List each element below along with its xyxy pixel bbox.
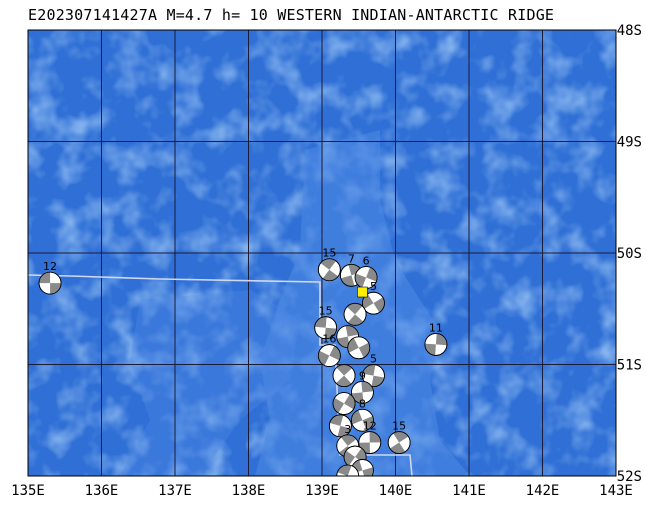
focal-mechanism-beachball[interactable]	[314, 316, 338, 340]
focal-mechanism-beachball[interactable]	[317, 258, 341, 282]
focal-mechanism-beachball[interactable]	[358, 431, 382, 454]
focal-mechanism-beachball[interactable]	[317, 344, 341, 367]
event-depth-label: 6	[363, 255, 370, 268]
event-depth-label: 15	[319, 305, 333, 318]
latitude-label: 49S	[617, 135, 642, 151]
map-frame	[27, 29, 617, 477]
focal-mechanism-beachball[interactable]	[328, 414, 352, 438]
longitude-label: 142E	[526, 483, 560, 499]
event-depth-label: 12	[363, 420, 377, 433]
main-event-marker[interactable]	[357, 286, 368, 298]
event-depth-label: 7	[348, 252, 355, 265]
focal-mechanism-beachball[interactable]	[332, 364, 356, 388]
event-depth-label: 16	[322, 333, 336, 346]
event-depth-label: 15	[322, 247, 336, 260]
longitude-labels: 135E 136E 137E 138E 139E 140E 141E 142E 143E	[11, 483, 633, 499]
focal-mechanism-beachball[interactable]	[38, 271, 62, 295]
event-depth-label: 8	[359, 397, 366, 410]
event-depth-label: 9	[359, 369, 366, 382]
focal-mechanism-beachball[interactable]	[351, 408, 374, 432]
focal-mechanism-beachball[interactable]	[387, 431, 411, 454]
latitude-label: 48S	[617, 23, 642, 39]
focal-mechanism-beachball[interactable]	[336, 464, 360, 487]
longitude-label: 143E	[599, 483, 633, 499]
latitude-label: 51S	[617, 358, 642, 374]
event-depth-label: 11	[429, 321, 443, 334]
longitude-label: 141E	[452, 483, 486, 499]
latitude-label: 52S	[617, 469, 642, 485]
event-depth-label: 5	[370, 353, 377, 366]
focal-mechanism-beachball[interactable]	[362, 364, 385, 388]
latitude-labels: 48S 49S 50S 51S 52S	[617, 23, 642, 485]
focal-mechanism-beachball[interactable]	[362, 291, 385, 315]
longitude-label: 136E	[85, 483, 119, 499]
focal-mechanism-beachball[interactable]	[347, 336, 371, 360]
focal-mechanism-beachball[interactable]	[354, 266, 378, 289]
longitude-label: 139E	[305, 483, 339, 499]
focal-mechanism-beachball[interactable]	[343, 302, 367, 326]
focal-mechanism-beachball[interactable]	[332, 392, 356, 415]
longitude-label: 138E	[232, 483, 266, 499]
focal-mechanism-beachball[interactable]	[351, 380, 374, 404]
event-depth-label: 3	[344, 423, 351, 436]
map-title: E202307141427A M=4.7 h= 10 WESTERN INDIA…	[28, 6, 555, 24]
event-depth-label: 15	[392, 420, 406, 433]
event-depth-label: 12	[43, 260, 57, 273]
event-depth-label: 5	[370, 280, 377, 293]
longitude-label: 140E	[379, 483, 413, 499]
latitude-label: 50S	[617, 246, 642, 262]
longitude-label: 137E	[158, 483, 192, 499]
ridge-shallow-zone-west	[120, 290, 300, 476]
focal-mechanism-beachball[interactable]	[424, 333, 448, 356]
plate-boundary-line	[28, 274, 413, 476]
graticule	[28, 30, 616, 476]
longitude-label: 135E	[11, 483, 45, 499]
